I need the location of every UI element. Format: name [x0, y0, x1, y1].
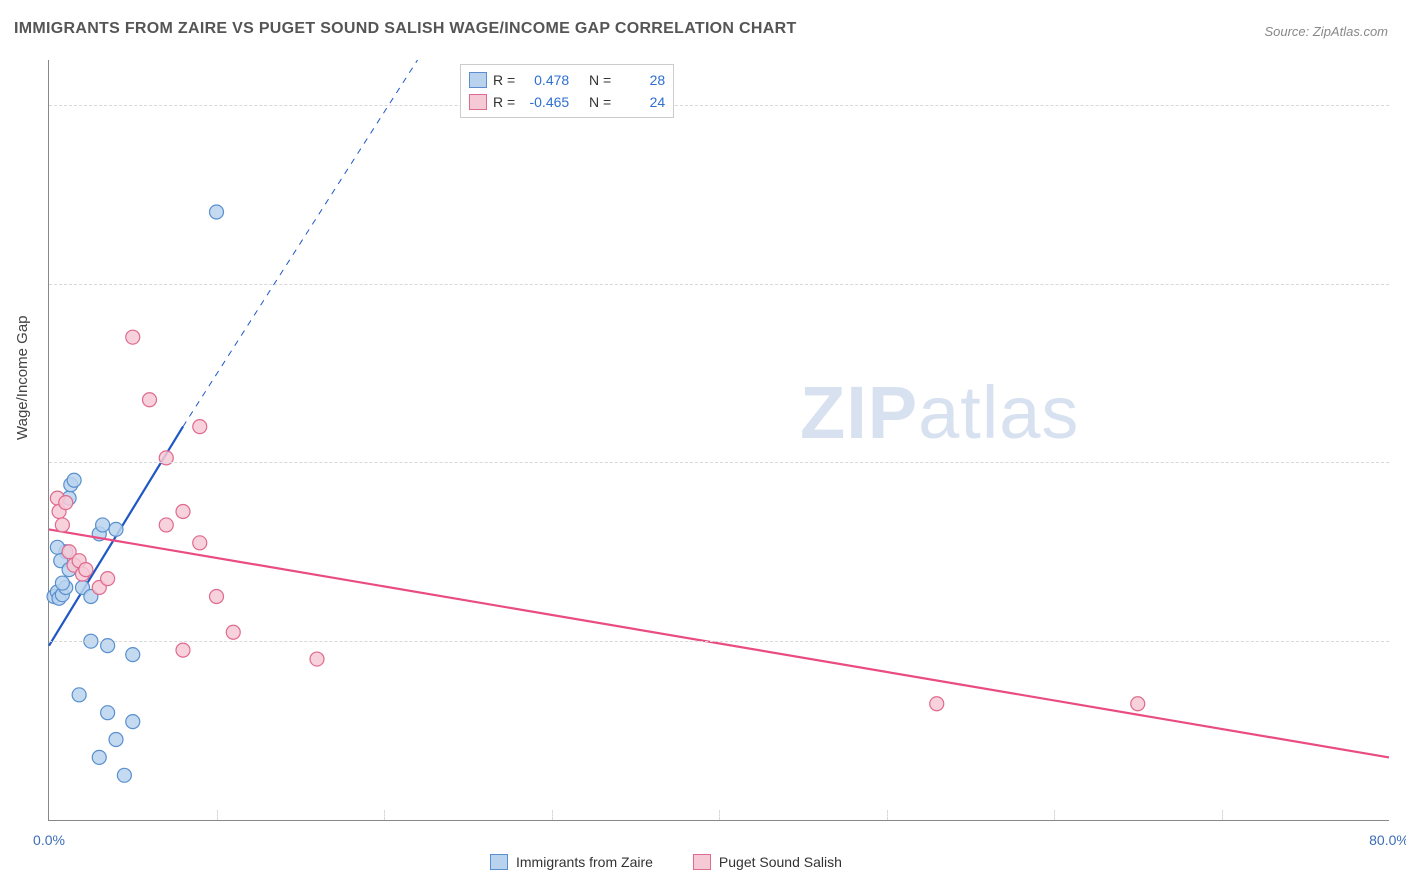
data-point	[193, 420, 207, 434]
data-point	[193, 536, 207, 550]
gridline-h	[49, 641, 1389, 642]
data-point	[126, 648, 140, 662]
stat-n-label: N =	[589, 69, 611, 91]
x-minor-tick	[719, 810, 720, 820]
data-point	[210, 205, 224, 219]
x-minor-tick	[552, 810, 553, 820]
data-point	[1131, 697, 1145, 711]
data-point	[55, 518, 69, 532]
data-point	[109, 733, 123, 747]
gridline-h	[49, 284, 1389, 285]
trend-line-extrapolated	[183, 60, 418, 427]
x-tick-label: 0.0%	[33, 832, 65, 848]
trend-line	[49, 529, 1389, 757]
data-point	[117, 768, 131, 782]
stat-r-label: R =	[493, 91, 515, 113]
data-point	[126, 330, 140, 344]
plot-area: 20.0%40.0%60.0%80.0%0.0%80.0%	[48, 60, 1389, 821]
data-point	[310, 652, 324, 666]
stat-n-value: 24	[617, 91, 665, 113]
x-minor-tick	[887, 810, 888, 820]
data-point	[159, 518, 173, 532]
data-point	[92, 750, 106, 764]
x-minor-tick	[1054, 810, 1055, 820]
y-axis-label: Wage/Income Gap	[14, 315, 31, 440]
source-attribution: Source: ZipAtlas.com	[1264, 24, 1388, 39]
legend-item: Puget Sound Salish	[693, 854, 842, 870]
stat-r-value: -0.465	[521, 91, 569, 113]
stat-n-value: 28	[617, 69, 665, 91]
data-point	[79, 563, 93, 577]
x-minor-tick	[217, 810, 218, 820]
legend-swatch	[693, 854, 711, 870]
legend-item: Immigrants from Zaire	[490, 854, 653, 870]
stats-legend: R = 0.478 N = 28 R = -0.465 N = 24	[460, 64, 674, 118]
stats-legend-row: R = 0.478 N = 28	[469, 69, 665, 91]
data-point	[55, 576, 69, 590]
legend-swatch	[490, 854, 508, 870]
legend-swatch	[469, 72, 487, 88]
data-point	[101, 572, 115, 586]
data-point	[109, 522, 123, 536]
gridline-h	[49, 105, 1389, 106]
data-point	[226, 625, 240, 639]
stat-r-value: 0.478	[521, 69, 569, 91]
data-point	[176, 505, 190, 519]
series-legend: Immigrants from Zaire Puget Sound Salish	[490, 854, 842, 870]
data-point	[176, 643, 190, 657]
chart-title: IMMIGRANTS FROM ZAIRE VS PUGET SOUND SAL…	[14, 20, 797, 38]
legend-swatch	[469, 94, 487, 110]
x-minor-tick	[1222, 810, 1223, 820]
data-point	[96, 518, 110, 532]
x-tick-label: 80.0%	[1369, 832, 1406, 848]
x-minor-tick	[384, 810, 385, 820]
chart-svg	[49, 60, 1389, 820]
data-point	[101, 706, 115, 720]
data-point	[59, 496, 73, 510]
data-point	[67, 473, 81, 487]
data-point	[126, 715, 140, 729]
legend-label: Puget Sound Salish	[719, 854, 842, 870]
gridline-h	[49, 462, 1389, 463]
data-point	[72, 688, 86, 702]
legend-label: Immigrants from Zaire	[516, 854, 653, 870]
stat-r-label: R =	[493, 69, 515, 91]
data-point	[143, 393, 157, 407]
data-point	[930, 697, 944, 711]
stats-legend-row: R = -0.465 N = 24	[469, 91, 665, 113]
stat-n-label: N =	[589, 91, 611, 113]
data-point	[210, 589, 224, 603]
